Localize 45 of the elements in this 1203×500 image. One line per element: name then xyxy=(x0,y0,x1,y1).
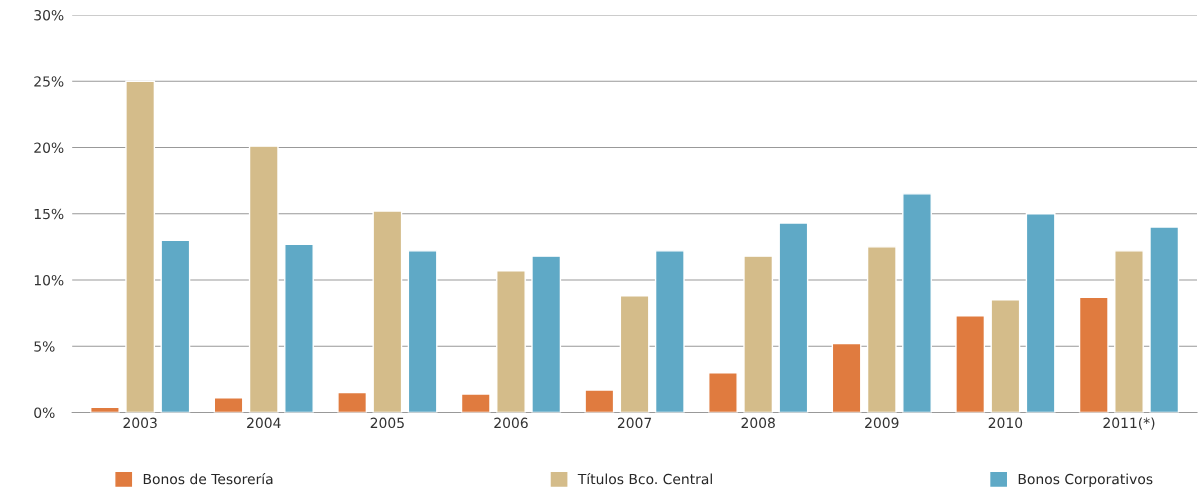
bar xyxy=(1114,250,1144,413)
bar xyxy=(1025,213,1056,413)
y-tick-label: 0% xyxy=(34,407,55,418)
bar xyxy=(1149,226,1180,413)
bar xyxy=(866,246,897,413)
legend-label: Bonos de Tesorería xyxy=(143,472,273,485)
x-tick-label: 2004 xyxy=(247,417,281,429)
bar xyxy=(955,315,986,413)
bar xyxy=(619,295,650,413)
bar xyxy=(284,243,314,413)
bar xyxy=(407,250,438,413)
bar xyxy=(778,222,809,413)
bar xyxy=(496,270,526,413)
y-tick-label: 20% xyxy=(34,142,64,153)
y-tick-label: 25% xyxy=(34,76,64,87)
bar xyxy=(372,210,403,413)
bar xyxy=(460,393,491,413)
bar xyxy=(337,391,368,413)
bar xyxy=(248,145,279,413)
bar xyxy=(708,372,738,413)
bar xyxy=(160,239,191,413)
x-tick-label: 2007 xyxy=(617,417,652,429)
y-tick-label: 5% xyxy=(34,341,55,352)
bar xyxy=(125,80,156,413)
legend-label: Títulos Bco. Central xyxy=(577,472,712,485)
bar xyxy=(1078,296,1109,413)
x-tick-label: 2003 xyxy=(123,417,157,429)
y-tick-label: 30% xyxy=(34,9,64,21)
y-tick-label: 10% xyxy=(34,274,64,286)
bar xyxy=(531,255,562,413)
x-tick-label: 2009 xyxy=(865,417,899,429)
x-tick-label: 2008 xyxy=(741,417,775,429)
legend-label: Bonos Corporativos xyxy=(1018,473,1153,487)
bar xyxy=(743,255,774,413)
x-tick-label: 2006 xyxy=(494,417,528,429)
bar xyxy=(584,389,615,413)
x-tick-label: 2011(*) xyxy=(1103,417,1155,430)
bar xyxy=(990,299,1021,413)
y-tick-label: 15% xyxy=(34,208,64,220)
bar xyxy=(831,342,862,413)
x-tick-label: 2005 xyxy=(370,417,404,429)
bar xyxy=(654,250,685,413)
bar xyxy=(902,193,932,413)
bar xyxy=(213,397,244,413)
x-tick-label: 2010 xyxy=(988,417,1023,429)
